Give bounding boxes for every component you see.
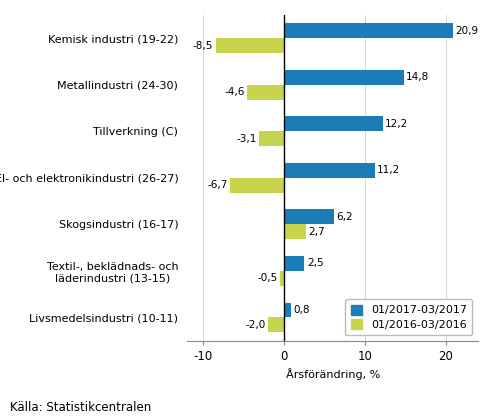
Text: 11,2: 11,2 bbox=[377, 166, 400, 176]
Text: -3,1: -3,1 bbox=[237, 134, 257, 144]
Text: -0,5: -0,5 bbox=[257, 273, 278, 283]
Text: -6,7: -6,7 bbox=[208, 180, 228, 190]
Bar bbox=[268, 317, 284, 332]
Text: 6,2: 6,2 bbox=[337, 212, 353, 222]
Bar bbox=[215, 38, 284, 53]
Text: 14,8: 14,8 bbox=[406, 72, 429, 82]
Bar bbox=[284, 116, 383, 131]
Text: -4,6: -4,6 bbox=[224, 87, 245, 97]
Bar bbox=[284, 302, 291, 317]
Bar bbox=[284, 70, 404, 85]
Bar bbox=[284, 23, 453, 38]
Text: -8,5: -8,5 bbox=[193, 41, 213, 51]
Legend: 01/2017-03/2017, 01/2016-03/2016: 01/2017-03/2017, 01/2016-03/2016 bbox=[345, 299, 472, 335]
Text: 12,2: 12,2 bbox=[385, 119, 408, 129]
Bar bbox=[230, 178, 284, 193]
Text: Källa: Statistikcentralen: Källa: Statistikcentralen bbox=[10, 401, 151, 414]
Text: 2,5: 2,5 bbox=[307, 258, 323, 268]
Bar bbox=[284, 224, 306, 239]
Text: 0,8: 0,8 bbox=[293, 305, 310, 315]
Bar bbox=[284, 163, 375, 178]
X-axis label: Årsförändring, %: Årsförändring, % bbox=[285, 368, 380, 380]
Bar bbox=[284, 210, 334, 224]
Text: 2,7: 2,7 bbox=[309, 227, 325, 237]
Bar bbox=[247, 85, 284, 100]
Text: -2,0: -2,0 bbox=[246, 320, 266, 330]
Bar bbox=[284, 256, 304, 271]
Bar bbox=[259, 131, 284, 146]
Bar bbox=[280, 271, 284, 286]
Text: 20,9: 20,9 bbox=[456, 26, 479, 36]
